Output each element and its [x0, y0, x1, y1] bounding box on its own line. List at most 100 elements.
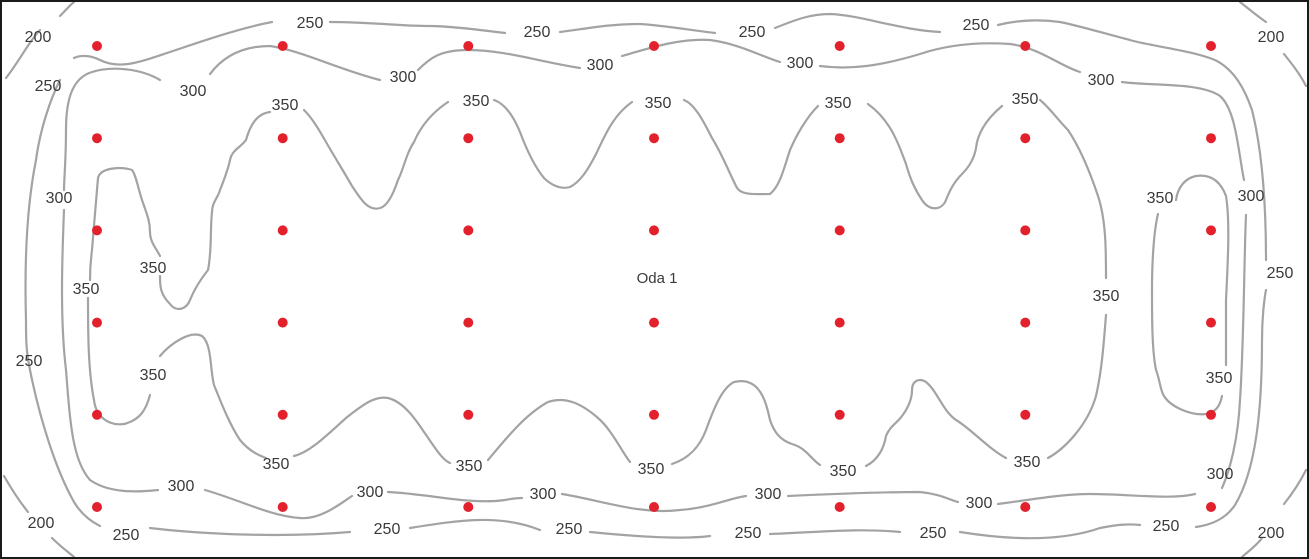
measurement-point — [92, 502, 102, 512]
measurement-point — [463, 133, 474, 144]
measurement-point — [1206, 409, 1216, 420]
measurement-point — [1206, 225, 1216, 236]
measurement-point — [1020, 41, 1031, 51]
isoline-label-250: 250 — [739, 24, 766, 41]
measurement-point — [92, 133, 102, 144]
isoline-300 — [60, 38, 1248, 520]
isoline-label-300: 300 — [755, 486, 782, 503]
isoline-label-250: 250 — [16, 353, 43, 370]
measurement-point — [277, 409, 288, 420]
isoline-label-300: 300 — [530, 486, 557, 503]
isoline-label-350: 350 — [1147, 190, 1174, 207]
measurement-point — [649, 409, 659, 420]
isoline-200-top-left — [4, 0, 76, 80]
isoline-label-200: 200 — [25, 29, 52, 46]
isoline-label-250: 250 — [374, 521, 401, 538]
isoline-label-350: 350 — [1206, 370, 1233, 387]
measurement-point — [649, 41, 659, 51]
measurement-point — [92, 409, 102, 420]
measurement-point — [1020, 409, 1031, 420]
isoline-200-bottom-right — [1240, 468, 1308, 559]
isoline-label-250: 250 — [1153, 518, 1180, 535]
isoline-350-main — [86, 98, 1108, 468]
isoline-label-350: 350 — [73, 281, 100, 298]
isoline-label-250: 250 — [113, 527, 140, 544]
isoline-label-350: 350 — [140, 367, 167, 384]
measurement-point — [463, 41, 474, 51]
isoline-label-200: 200 — [1258, 525, 1285, 542]
isoline-label-300: 300 — [966, 495, 993, 512]
isoline-label-350: 350 — [263, 456, 290, 473]
isoline-label-250: 250 — [35, 78, 62, 95]
isoline-label-350: 350 — [638, 461, 665, 478]
isoline-label-250: 250 — [524, 24, 551, 41]
isoline-label-300: 300 — [168, 478, 195, 495]
isoline-label-350: 350 — [1012, 91, 1039, 108]
measurement-point — [463, 409, 474, 420]
isoline-label-200: 200 — [1258, 29, 1285, 46]
measurement-point — [649, 317, 659, 328]
measurement-point — [277, 502, 288, 512]
isoline-label-250: 250 — [920, 525, 947, 542]
isoline-200-bottom-left — [2, 474, 76, 559]
room-name: Oda 1 — [637, 270, 678, 287]
measurement-point — [834, 225, 845, 236]
isoline-label-350: 350 — [272, 97, 299, 114]
measurement-point — [277, 133, 288, 144]
measurement-point — [1206, 502, 1216, 512]
isoline-label-300: 300 — [1238, 188, 1265, 205]
measurement-point — [1020, 317, 1031, 328]
isoline-label-200: 200 — [28, 515, 55, 532]
isoline-label-300: 300 — [587, 57, 614, 74]
measurement-point — [277, 317, 288, 328]
measurement-point — [649, 133, 659, 144]
isoline-label-350: 350 — [140, 260, 167, 277]
isoline-label-350: 350 — [1014, 454, 1041, 471]
measurement-point — [1020, 225, 1031, 236]
measurement-point — [92, 317, 102, 328]
isoline-label-350: 350 — [1093, 288, 1120, 305]
isoline-label-350: 350 — [825, 95, 852, 112]
measurement-point — [1206, 41, 1216, 51]
isoline-label-350: 350 — [456, 458, 483, 475]
isoline-label-300: 300 — [180, 83, 207, 100]
measurement-point — [1206, 317, 1216, 328]
isoline-label-250: 250 — [735, 525, 762, 542]
measurement-point — [649, 225, 659, 236]
isoline-label-350: 350 — [463, 93, 490, 110]
isoline-250 — [24, 12, 1268, 540]
measurement-point — [834, 409, 845, 420]
measurement-point — [277, 225, 288, 236]
measurement-point — [834, 502, 845, 512]
measurement-point — [463, 502, 474, 512]
measurement-point — [834, 41, 845, 51]
measurement-point — [1020, 502, 1031, 512]
measurement-point — [92, 41, 102, 51]
isoline-label-250: 250 — [963, 17, 990, 34]
isoline-label-300: 300 — [390, 69, 417, 86]
isoline-label-350: 350 — [645, 95, 672, 112]
isoline-labels: 200 200 200 200 250 250 250 250 250 250 … — [16, 15, 1294, 544]
isoline-label-250: 250 — [1267, 265, 1294, 282]
measurement-point — [1206, 133, 1216, 144]
isoline-label-300: 300 — [1207, 466, 1234, 483]
isoline-label-350: 350 — [830, 463, 857, 480]
measurement-point — [463, 225, 474, 236]
measurement-point — [1020, 133, 1031, 144]
isoline-label-300: 300 — [357, 484, 384, 501]
isoline-label-300: 300 — [1088, 72, 1115, 89]
measurement-point — [463, 317, 474, 328]
isoline-label-300: 300 — [46, 190, 73, 207]
measurement-point — [649, 502, 659, 512]
measurement-point — [277, 41, 288, 51]
measurement-point — [834, 317, 845, 328]
isoline-label-300: 300 — [787, 55, 814, 72]
isoline-label-250: 250 — [556, 521, 583, 538]
measurement-points — [92, 41, 1216, 512]
measurement-point — [92, 225, 102, 236]
measurement-point — [834, 133, 845, 144]
